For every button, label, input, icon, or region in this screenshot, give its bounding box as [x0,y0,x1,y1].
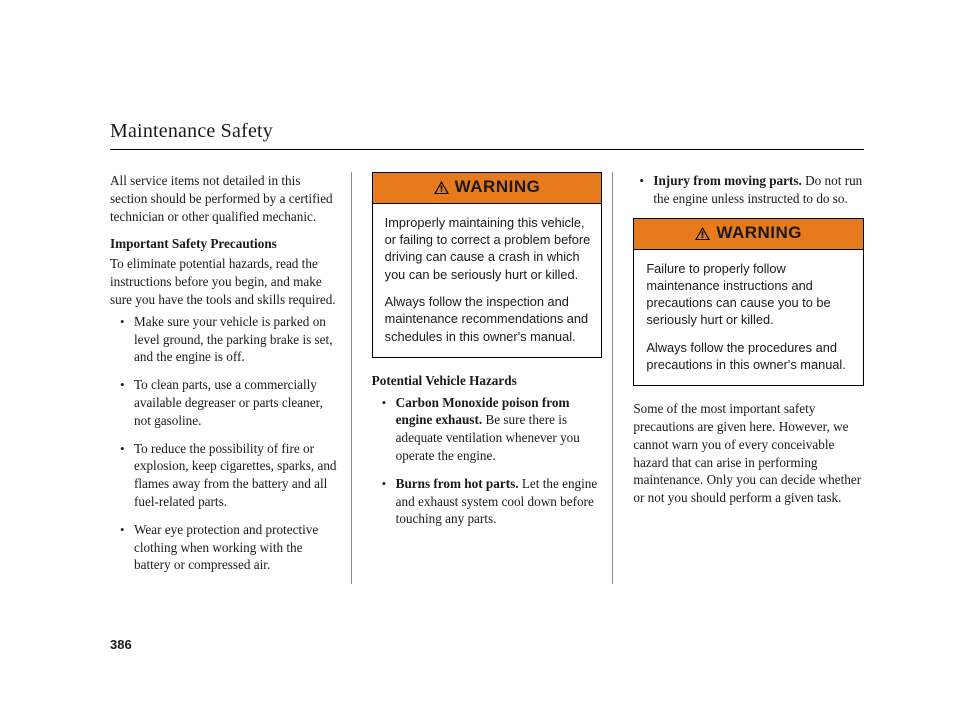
columns-wrap: All service items not detailed in this s… [110,172,864,584]
column-1: All service items not detailed in this s… [110,172,352,584]
hazards-heading: Potential Vehicle Hazards [372,372,603,390]
page-title: Maintenance Safety [110,120,864,143]
column-3: Injury from moving parts. Do not run the… [633,172,864,584]
list-item: To reduce the possibility of fire or exp… [124,440,341,511]
list-item: Burns from hot parts. Let the engine and… [386,475,603,528]
warning-text: Always follow the procedures and precaut… [646,339,853,374]
precautions-heading: Important Safety Precautions [110,235,341,253]
list-item: Carbon Monoxide poison from engine exhau… [386,394,603,465]
warning-header: WARNING [634,219,863,250]
col3-top-list: Injury from moving parts. Do not run the… [633,172,864,208]
intro-para: All service items not detailed in this s… [110,172,341,225]
hazard-bold: Burns from hot parts. [396,476,519,491]
warning-triangle-icon [695,227,710,240]
warning-label: WARNING [455,176,541,199]
page-number: 386 [110,637,132,652]
warning-text: Improperly maintaining this vehicle, or … [385,214,592,283]
list-item: To clean parts, use a commercially avail… [124,376,341,429]
warning-box-2: WARNING Failure to properly follow maint… [633,218,864,387]
warning-triangle-icon [434,181,449,194]
warning-text: Failure to properly follow maintenance i… [646,260,853,329]
list-item: Make sure your vehicle is parked on leve… [124,313,341,366]
list-item: Injury from moving parts. Do not run the… [643,172,864,208]
hazard-bold: Injury from moving parts. [653,173,801,188]
hazards-list: Carbon Monoxide poison from engine exhau… [372,394,603,529]
warning-body: Improperly maintaining this vehicle, or … [373,204,602,357]
warning-body: Failure to properly follow maintenance i… [634,250,863,386]
warning-text: Always follow the inspection and mainten… [385,293,592,345]
column-2: WARNING Improperly maintaining this vehi… [372,172,614,584]
warning-label: WARNING [716,222,802,245]
title-rule [110,149,864,150]
list-item: Wear eye protection and protective cloth… [124,521,341,574]
precautions-list: Make sure your vehicle is parked on leve… [110,313,341,575]
warning-header: WARNING [373,173,602,204]
closing-para: Some of the most important safety precau… [633,400,864,507]
warning-box-1: WARNING Improperly maintaining this vehi… [372,172,603,358]
manual-page: Maintenance Safety All service items not… [0,0,954,710]
precautions-intro: To eliminate potential hazards, read the… [110,255,341,308]
